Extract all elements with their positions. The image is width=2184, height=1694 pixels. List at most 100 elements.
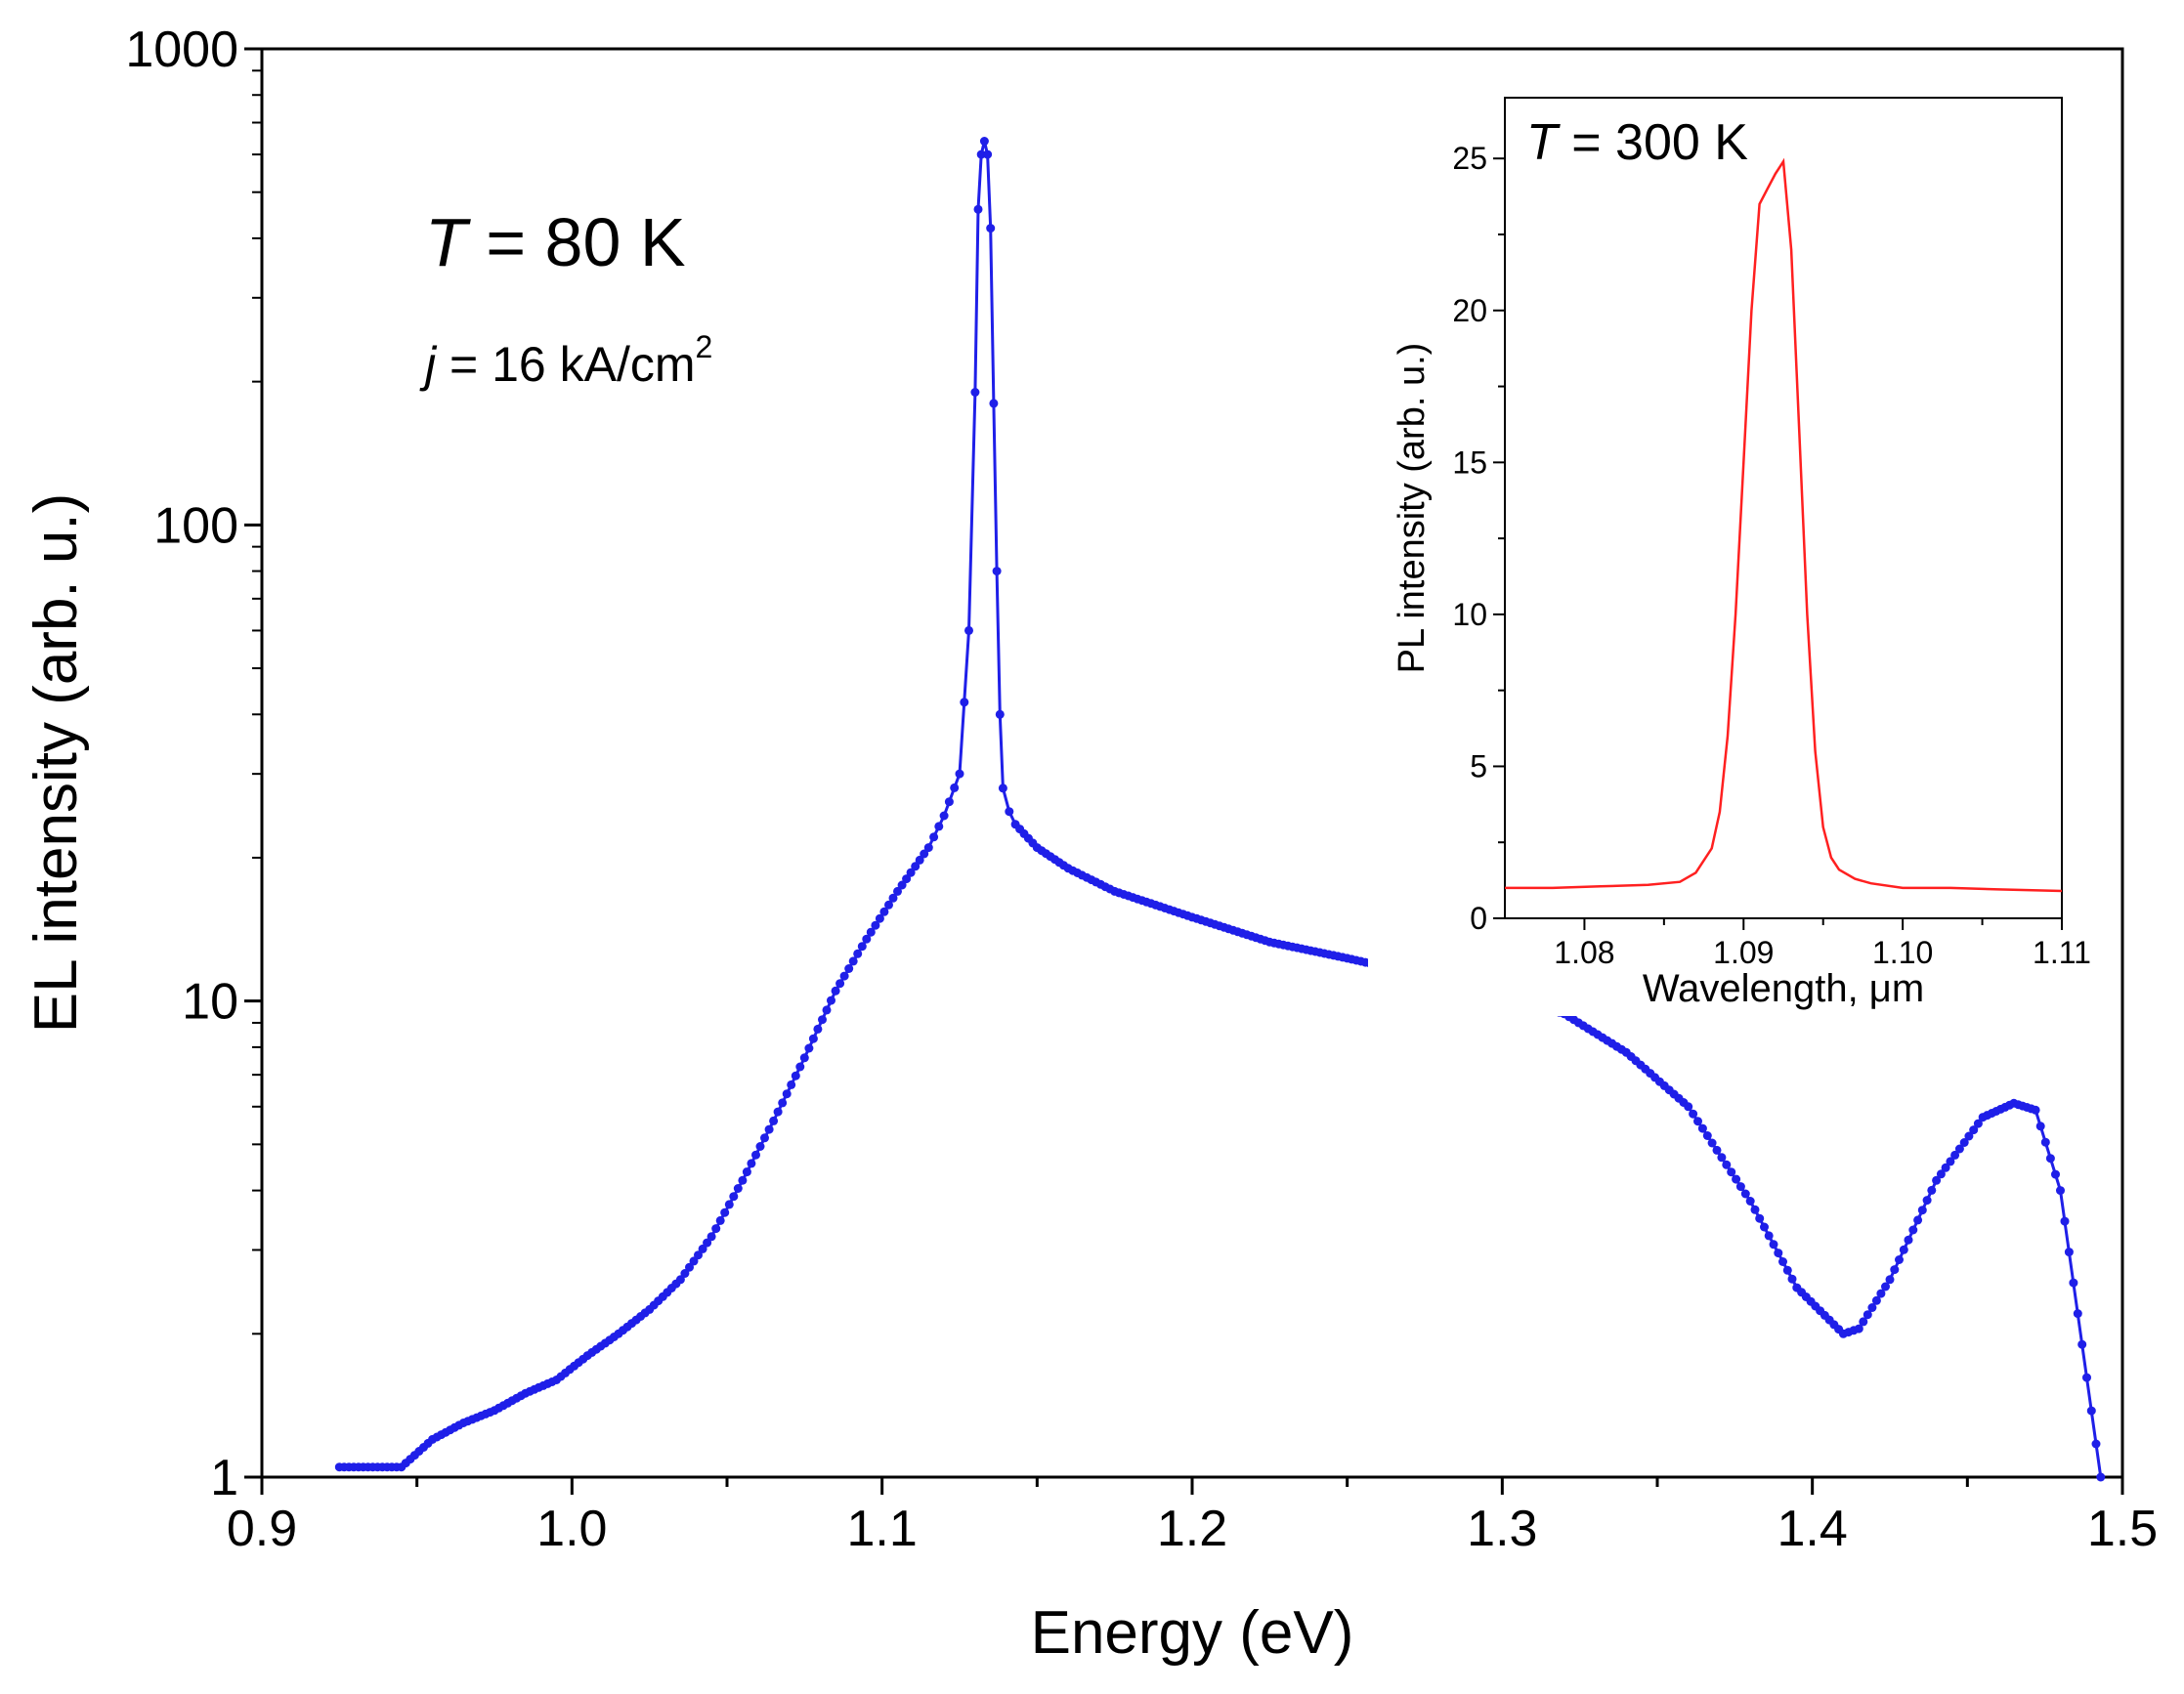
inset-series-line [1505, 157, 2063, 893]
main-data-point [998, 783, 1007, 793]
main-data-point [703, 1238, 712, 1248]
main-data-point [862, 934, 872, 944]
inset-x-tick-label: 1.10 [1872, 935, 1933, 970]
main-data-point [1684, 1102, 1693, 1112]
main-data-point [755, 1142, 765, 1151]
main-data-point [2051, 1169, 2060, 1179]
main-data-point [1954, 1144, 1964, 1154]
main-data-point [689, 1256, 699, 1266]
annotation-temperature-value: = 80 K [467, 204, 686, 280]
main-data-point [1722, 1160, 1732, 1169]
main-data-point [839, 971, 849, 981]
main-data-point [976, 149, 986, 159]
main-data-point [1717, 1153, 1727, 1163]
main-data-point [2056, 1186, 2065, 1196]
main-data-point [920, 849, 929, 859]
main-data-point [2069, 1278, 2078, 1288]
main-data-point [915, 855, 924, 865]
main-data-point [707, 1232, 716, 1242]
inset-annotation-temperature-symbol: T [1526, 114, 1561, 171]
inset-background [1368, 88, 2077, 1016]
main-data-point [685, 1262, 694, 1272]
annotation-current-density-exponent: 2 [696, 329, 713, 364]
main-data-point [1908, 1225, 1918, 1235]
main-data-point [1760, 1222, 1769, 1232]
main-data-point [1899, 1245, 1908, 1254]
main-data-point [1895, 1255, 1904, 1264]
main-y-tick-label: 10 [182, 974, 238, 1031]
main-data-point [1890, 1265, 1900, 1275]
main-data-point [1885, 1275, 1895, 1285]
inset-y-tick-label: 5 [1470, 748, 1487, 783]
main-data-point [1867, 1303, 1877, 1312]
main-data-point [1769, 1240, 1778, 1249]
main-data-point [1707, 1138, 1717, 1148]
inset-x-tick-label: 1.11 [2033, 935, 2091, 970]
main-data-point [939, 811, 949, 821]
main-data-point [738, 1175, 748, 1185]
main-x-tick-label: 1.5 [2087, 1501, 2158, 1557]
main-data-point [715, 1215, 725, 1225]
main-data-point [787, 1080, 796, 1089]
main-data-point [742, 1167, 751, 1177]
inset-y-tick-label: 0 [1470, 901, 1487, 936]
main-data-point [1774, 1249, 1783, 1258]
main-data-point [1702, 1131, 1712, 1140]
main-data-point [1735, 1182, 1745, 1192]
main-data-point [760, 1133, 769, 1143]
main-data-point [944, 797, 954, 807]
main-data-point [1913, 1215, 1923, 1225]
main-data-point [778, 1098, 788, 1108]
main-data-point [1750, 1205, 1760, 1214]
main-data-point [2045, 1154, 2055, 1164]
main-data-point [818, 1015, 827, 1025]
main-data-point [764, 1124, 774, 1134]
main-data-point [875, 913, 884, 923]
main-y-axis-label: EL intensity (arb. u.) [22, 493, 90, 1034]
main-data-point [799, 1053, 809, 1063]
inset-y-tick-label: 25 [1452, 141, 1487, 176]
main-data-point [1745, 1197, 1755, 1206]
main-data-point [2086, 1406, 2096, 1416]
inset-x-tick-label: 1.08 [1554, 935, 1614, 970]
main-data-point [950, 783, 960, 792]
main-data-point [1787, 1274, 1797, 1284]
main-data-point [747, 1159, 756, 1168]
main-x-tick-label: 1.4 [1777, 1501, 1848, 1557]
main-y-tick-label: 1000 [125, 21, 238, 78]
main-data-point [2096, 1472, 2106, 1482]
main-data-point [1941, 1163, 1950, 1172]
main-data-point [835, 979, 845, 989]
main-data-point [1927, 1185, 1937, 1195]
main-data-point [960, 698, 969, 707]
main-data-point [1959, 1138, 1969, 1147]
main-data-point [2077, 1339, 2087, 1349]
main-data-point [1876, 1289, 1886, 1298]
inset-x-tick-label: 1.09 [1713, 935, 1774, 970]
main-x-tick-label: 1.3 [1467, 1501, 1537, 1557]
main-data-point [989, 399, 999, 408]
main-data-point [1922, 1196, 1932, 1206]
main-data-point [804, 1043, 814, 1053]
main-x-tick-label: 1.2 [1157, 1501, 1227, 1557]
main-data-point [2040, 1137, 2050, 1147]
inset-plot-frame [1504, 97, 2063, 919]
main-data-point [879, 907, 889, 916]
main-data-point [866, 927, 876, 937]
main-data-point [992, 567, 1002, 576]
annotation-temperature-symbol: T [425, 204, 471, 280]
main-data-point [2060, 1216, 2070, 1226]
main-data-point [2073, 1309, 2082, 1319]
main-x-axis-label: Energy (eV) [1031, 1599, 1354, 1667]
main-data-point [1859, 1317, 1868, 1327]
main-data-point [1917, 1206, 1927, 1215]
main-data-point [773, 1107, 783, 1117]
main-data-point [1854, 1324, 1863, 1334]
inset-y-tick-label: 20 [1452, 293, 1487, 328]
main-data-point [1936, 1169, 1946, 1179]
main-data-point [808, 1034, 818, 1043]
main-data-point [906, 868, 916, 877]
